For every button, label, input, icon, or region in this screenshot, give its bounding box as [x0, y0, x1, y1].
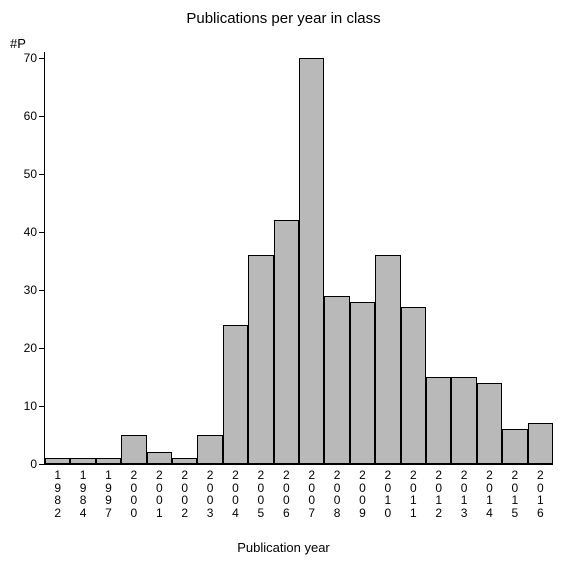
bar: [528, 423, 553, 464]
bar: [45, 458, 70, 464]
bar: [70, 458, 95, 464]
y-tick-label: 10: [24, 399, 37, 413]
y-tick: [39, 406, 45, 407]
chart-container: Publications per year in class #P 010203…: [0, 0, 567, 567]
bar: [223, 325, 248, 464]
bar: [426, 377, 451, 464]
x-tick-label: 2 0 0 5: [256, 469, 266, 519]
x-tick-label: 2 0 0 7: [307, 469, 317, 519]
y-axis-label: #P: [10, 36, 26, 51]
y-tick-label: 40: [24, 225, 37, 239]
x-tick-label: 2 0 0 6: [281, 469, 291, 519]
bar: [197, 435, 222, 464]
bar: [350, 302, 375, 464]
x-tick-label: 2 0 0 3: [205, 469, 215, 519]
x-tick-label: 2 0 1 1: [408, 469, 418, 519]
x-tick-label: 2 0 1 2: [434, 469, 444, 519]
y-tick: [39, 464, 45, 465]
x-tick-label: 1 9 8 4: [78, 469, 88, 519]
y-tick-label: 0: [30, 457, 37, 471]
x-tick-label: 2 0 0 0: [129, 469, 139, 519]
x-tick-label: 1 9 9 7: [104, 469, 114, 519]
y-tick: [39, 232, 45, 233]
y-tick: [39, 58, 45, 59]
bar: [248, 255, 273, 464]
x-tick-label: 1 9 8 2: [53, 469, 63, 519]
y-tick-label: 70: [24, 51, 37, 65]
bar: [477, 383, 502, 464]
x-tick-label: 2 0 1 4: [485, 469, 495, 519]
bar: [96, 458, 121, 464]
x-tick-label: 2 0 0 4: [231, 469, 241, 519]
chart-title: Publications per year in class: [0, 10, 567, 27]
y-tick-label: 50: [24, 167, 37, 181]
y-tick-label: 30: [24, 283, 37, 297]
x-tick-label: 2 0 0 2: [180, 469, 190, 519]
bar: [451, 377, 476, 464]
x-tick-label: 2 0 0 8: [332, 469, 342, 519]
y-tick-label: 20: [24, 341, 37, 355]
bar: [324, 296, 349, 464]
y-tick-label: 60: [24, 109, 37, 123]
x-tick-label: 2 0 1 6: [535, 469, 545, 519]
bar: [299, 58, 324, 464]
y-tick: [39, 290, 45, 291]
bar: [274, 220, 299, 464]
plot-area: 0102030405060701 9 8 21 9 8 41 9 9 72 0 …: [44, 52, 553, 465]
bar: [121, 435, 146, 464]
x-axis-label: Publication year: [0, 540, 567, 555]
bar: [147, 452, 172, 464]
bar: [375, 255, 400, 464]
x-tick-label: 2 0 1 3: [459, 469, 469, 519]
y-tick: [39, 116, 45, 117]
x-tick-label: 2 0 0 9: [358, 469, 368, 519]
bar: [502, 429, 527, 464]
y-tick: [39, 348, 45, 349]
bar: [401, 307, 426, 464]
x-tick-label: 2 0 0 1: [154, 469, 164, 519]
x-tick-label: 2 0 1 5: [510, 469, 520, 519]
x-tick-label: 2 0 1 0: [383, 469, 393, 519]
y-tick: [39, 174, 45, 175]
bar: [172, 458, 197, 464]
